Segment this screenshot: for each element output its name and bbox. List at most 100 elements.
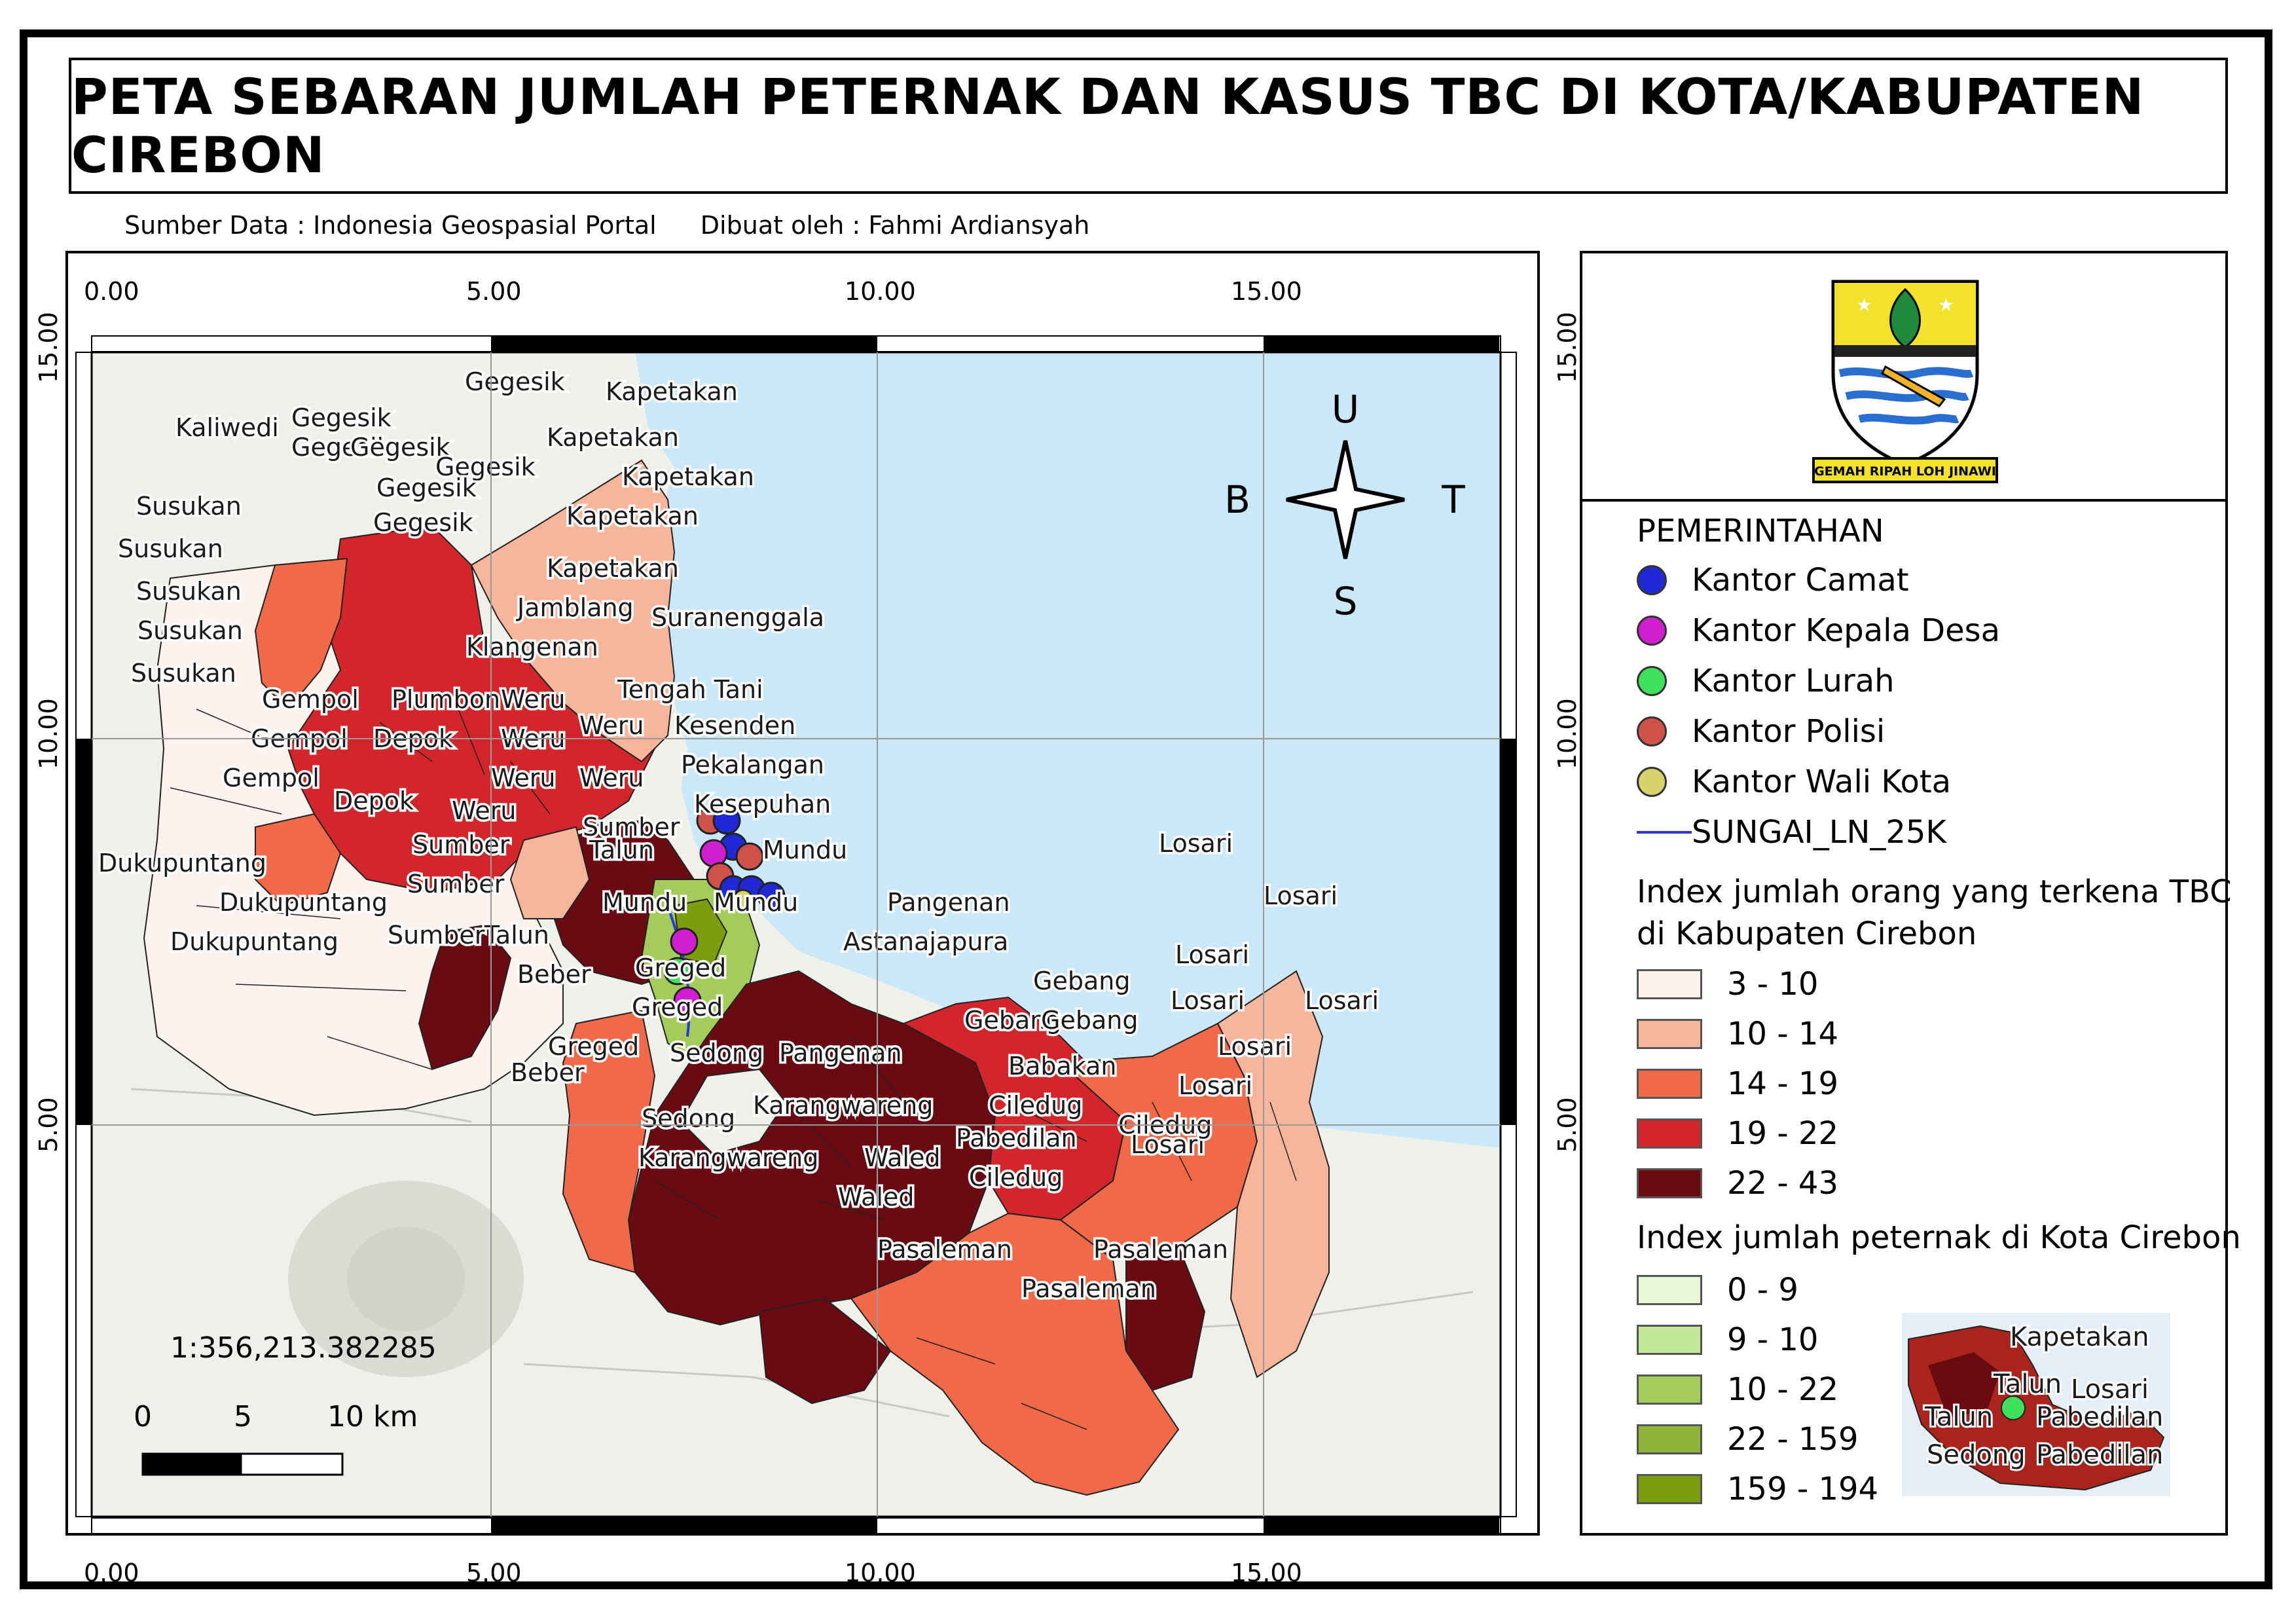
region-class-2[interactable] xyxy=(470,459,676,763)
place-label: Mundu xyxy=(763,836,847,864)
place-label: Weru xyxy=(501,685,565,714)
legend-label: 19 - 22 xyxy=(1727,1115,1838,1152)
cirebon-emblem: ★ ★ GEMAH RIPAH LOH JINAWI xyxy=(1812,280,1998,483)
grid-x-bottom-15: 15.00 xyxy=(1231,1559,1302,1587)
legend-label: Kantor Wali Kota xyxy=(1692,764,1952,800)
legend-farmer-heading: Index jumlah peternak di Kota Cirebon xyxy=(1637,1219,2241,1256)
place-label: Gegesik xyxy=(291,433,392,462)
place-label: Losari xyxy=(1159,829,1233,858)
grid-y-left-15: 15.00 xyxy=(34,312,63,383)
place-label: Gebang xyxy=(1041,1006,1138,1035)
tbc-class-swatch xyxy=(1637,1019,1702,1049)
tbc-class-swatch xyxy=(1637,1069,1702,1099)
farmer-class-swatch xyxy=(1637,1325,1702,1355)
tbc-class-swatch xyxy=(1637,969,1702,999)
kantor-kepala-desa-point xyxy=(670,927,699,956)
place-label: Karangwareng xyxy=(638,1143,818,1172)
place-label: Waled xyxy=(838,1183,915,1211)
place-label: Mundu xyxy=(714,888,798,917)
scale-ratio: 1:356,213.382285 xyxy=(170,1331,437,1365)
map-canvas[interactable]: GegesikGegesikKaliwediGegesikGegesikGege… xyxy=(65,251,1540,1536)
place-label: Talun xyxy=(484,921,549,950)
place-label: Weru xyxy=(579,764,644,792)
grid-x-bottom-10: 10.00 xyxy=(845,1559,916,1587)
neatline xyxy=(75,335,1517,1534)
road xyxy=(523,1363,950,1418)
compass-east: T xyxy=(1441,477,1465,522)
emblem-motto: GEMAH RIPAH LOH JINAWI xyxy=(1814,464,1996,479)
place-label: Gempol xyxy=(262,685,359,714)
place-label: Susukan xyxy=(137,616,243,645)
legend-item-kantor-camat: Kantor Camat xyxy=(1637,562,1909,599)
government-points xyxy=(663,806,786,1015)
compass-west: B xyxy=(1224,477,1250,522)
kantor-lurah-symbol xyxy=(1637,666,1667,696)
kantor-camat-point xyxy=(757,881,786,910)
legend-item-kantor-lurah: Kantor Lurah xyxy=(1637,663,1895,699)
place-label: Depok xyxy=(334,786,414,815)
legend-farmer-class: 159 - 194 xyxy=(1637,1471,1878,1507)
map-title: PETA SEBARAN JUMLAH PETERNAK DAN KASUS T… xyxy=(71,67,2145,184)
place-label: Dukupuntang xyxy=(219,888,388,917)
tbc-class-swatch xyxy=(1637,1118,1702,1149)
grid-x-top-5: 5.00 xyxy=(466,277,522,306)
place-label: Waled xyxy=(864,1143,941,1172)
grid-x-bottom-5: 5.00 xyxy=(466,1559,522,1587)
kantor-wali-kota-point xyxy=(733,889,754,910)
place-label: Jamblang xyxy=(516,593,634,622)
place-label: Pasaleman xyxy=(1021,1274,1156,1303)
kantor-polisi-point xyxy=(735,842,764,871)
legend-label: Kantor Polisi xyxy=(1692,713,1886,750)
grid-y-right-15: 15.00 xyxy=(1553,312,1582,383)
source-credit: Sumber Data : Indonesia Geospasial Porta… xyxy=(124,211,657,240)
inset-place-label: Talun xyxy=(1924,1402,1993,1432)
place-label: Sumber xyxy=(388,921,485,950)
region-class-2[interactable] xyxy=(509,826,591,919)
place-label: Gegesik xyxy=(291,403,392,432)
farmer-class-swatch xyxy=(1637,1424,1702,1454)
scale-label-5: 5 xyxy=(234,1400,252,1433)
grid-x-top-10: 10.00 xyxy=(845,277,916,306)
region-class-5[interactable] xyxy=(758,1297,892,1405)
legend-label: 10 - 14 xyxy=(1727,1016,1838,1052)
author-credit: Dibuat oleh : Fahmi Ardiansyah xyxy=(700,211,1090,240)
compass-south: S xyxy=(1334,579,1358,623)
region-class-3[interactable] xyxy=(562,1009,656,1274)
place-label: Sumber xyxy=(407,870,505,898)
legend-farmer-class: 0 - 9 xyxy=(1637,1272,1798,1308)
place-label: Losari xyxy=(1171,986,1245,1015)
region-class-3[interactable] xyxy=(254,557,348,710)
place-label: Suranenggala xyxy=(651,603,824,632)
place-label: Plumbon xyxy=(392,685,500,714)
place-label: Pekalangan xyxy=(681,750,824,779)
place-label: Sedong xyxy=(670,1039,763,1067)
place-label: Susukan xyxy=(136,492,242,521)
region-class-2[interactable] xyxy=(1216,970,1330,1378)
grid-y-right-10: 10.00 xyxy=(1553,698,1582,769)
region-class-3[interactable] xyxy=(1059,1022,1258,1261)
grid-y-right-5: 5.00 xyxy=(1553,1097,1582,1153)
kantor-polisi-symbol xyxy=(1637,716,1667,747)
tbc-class-swatch xyxy=(1637,1168,1702,1198)
region-class-5[interactable] xyxy=(418,924,512,1071)
outer-frame xyxy=(20,29,2272,1589)
legend-tbc-class: 19 - 22 xyxy=(1637,1115,1838,1152)
legend-tbc-class: 3 - 10 xyxy=(1637,966,1818,1003)
svg-text:★: ★ xyxy=(1856,294,1872,316)
place-label: Beber xyxy=(511,1058,585,1087)
legend-government-heading: PEMERINTAHAN xyxy=(1637,513,1884,549)
region-class-3[interactable] xyxy=(255,813,342,907)
legend-label: 0 - 9 xyxy=(1727,1272,1798,1308)
legend-label: Kantor Lurah xyxy=(1692,663,1895,699)
grid-x-top-0: 0.00 xyxy=(84,277,139,306)
place-label: Kaliwedi xyxy=(175,413,279,442)
region-class-3[interactable] xyxy=(850,1212,1180,1496)
place-label: Kapetakan xyxy=(547,423,679,452)
legend-label: SUNGAI_LN_25K xyxy=(1692,814,1946,851)
scale-label-0: 0 xyxy=(134,1400,152,1433)
place-label: Tengah Tani xyxy=(617,675,763,704)
river-symbol xyxy=(1637,831,1692,834)
place-label: Gebang xyxy=(1033,967,1130,995)
